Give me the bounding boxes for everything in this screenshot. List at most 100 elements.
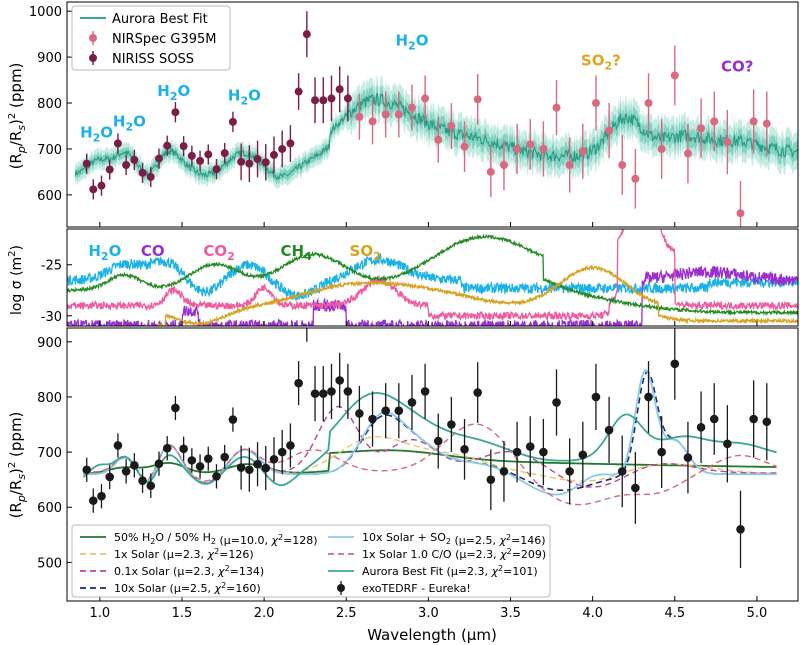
soss-point [228, 117, 237, 126]
nirspec-point [657, 144, 666, 153]
molecule-annotation: CO? [721, 57, 753, 75]
eureka-point [171, 403, 180, 413]
nirspec-point [644, 99, 653, 108]
eureka-point [723, 439, 732, 449]
x-tick-label: 4.0 [582, 606, 603, 621]
nirspec-point [513, 144, 522, 153]
eureka-point [343, 387, 353, 396]
species-label: CO2 [203, 242, 234, 263]
y-tick-label: 900 [37, 336, 62, 351]
x-tick-label: 2.0 [254, 606, 275, 621]
x-tick-label: 3.5 [500, 606, 521, 621]
eureka-point [228, 415, 238, 424]
x-tick-label: 4.5 [664, 606, 685, 621]
eureka-point [749, 414, 758, 424]
soss-point [204, 150, 213, 159]
eureka-point [381, 406, 390, 416]
eureka-point [195, 462, 205, 471]
legend-nirspec-marker [89, 34, 97, 42]
eureka-point [499, 467, 509, 476]
middle-y-ticks: -30 -25 [41, 259, 72, 325]
soss-point [212, 165, 221, 174]
model-1x-solar-1.0-co [83, 423, 777, 506]
soss-point [278, 144, 287, 153]
bottom-points-layer [82, 328, 772, 568]
x-tick-label: 3.0 [418, 606, 439, 621]
soss-point [237, 157, 246, 166]
soss-point [138, 168, 147, 177]
legend-entry-label: 10x Solar (μ=2.5, χ2=160) [114, 581, 261, 595]
eureka-point [327, 387, 336, 396]
nirspec-point [460, 142, 469, 151]
y-tick-label: 700 [37, 143, 62, 158]
so2-cross-section [156, 264, 798, 326]
top-legend-box [71, 5, 231, 71]
y-tick-label: -25 [41, 259, 62, 274]
eureka-point [236, 463, 246, 472]
legend-entry-label: 0.1x Solar (μ=2.3, χ2=134) [114, 564, 264, 578]
h2o-cross-section [67, 252, 798, 301]
molecule-annotation: H2O [157, 82, 190, 103]
bottom-legend-box [71, 524, 551, 598]
eureka-point [368, 414, 377, 424]
middle-panel: -30 -25 H2O CO CO2 CH4 SO2 log σ (m2) [7, 228, 799, 327]
eureka-point [212, 472, 221, 481]
bottom-legend-entries: 50% H2O / 50% H2 (μ=10.0, χ2=128)1x Sola… [80, 531, 546, 595]
eureka-point [460, 445, 469, 454]
nirspec-point [736, 209, 745, 218]
soss-point [343, 94, 352, 103]
soss-point [302, 30, 311, 39]
x-tick-label: 5.0 [747, 606, 768, 621]
eureka-point [617, 467, 627, 476]
eureka-point [253, 459, 262, 469]
eureka-point [113, 441, 123, 450]
nirspec-point [631, 174, 640, 183]
eureka-point [97, 491, 106, 501]
y-tick-label: 800 [37, 391, 62, 406]
legend-aurora-label: Aurora Best Fit [112, 12, 208, 27]
species-label: H2O [88, 242, 121, 263]
soss-point [294, 87, 303, 96]
eureka-point [473, 388, 482, 397]
bottom-legend: 50% H2O / 50% H2 (μ=10.0, χ2=128)1x Sola… [71, 524, 551, 598]
eureka-point [286, 441, 295, 450]
legend-soss-label: NIRISS SOSS [112, 52, 194, 67]
nirspec-point [394, 110, 403, 119]
eureka-point [591, 392, 601, 402]
nirspec-point [552, 103, 561, 112]
eureka-point [162, 443, 172, 453]
eureka-point [130, 461, 139, 470]
soss-point [311, 96, 320, 105]
soss-point [113, 139, 122, 148]
top-axes-frame [66, 1, 799, 228]
nirspec-point [591, 99, 600, 108]
nirspec-point [697, 124, 706, 133]
bottom-x-ticks: 1.0 1.5 2.0 2.5 3.0 3.5 4.0 4.5 5.0 [90, 596, 768, 621]
eureka-point [539, 447, 548, 457]
soss-point [89, 185, 98, 194]
ch4-cross-section [67, 233, 798, 317]
eureka-point [88, 496, 98, 505]
soss-point [253, 155, 262, 164]
bottom-panel: 500 600 700 800 900 1.0 1.5 2.0 2.5 3.0 3.5 4.0 4.5… [7, 327, 799, 621]
eureka-point [261, 463, 271, 473]
x-tick-label: 1.5 [172, 606, 193, 621]
y-tick-label: 700 [37, 446, 62, 461]
eureka-point [696, 422, 706, 432]
soss-point [154, 154, 163, 163]
nirspec-point [683, 149, 692, 158]
y-tick-label: -30 [41, 310, 62, 325]
eureka-point [407, 398, 417, 407]
soss-point [245, 159, 254, 168]
eureka-point [154, 459, 164, 468]
nirspec-point [447, 121, 456, 130]
legend-entry-label: 1x Solar (μ=2.3, χ2=126) [114, 547, 254, 561]
top-points-layer [82, 11, 771, 227]
top-legend: Aurora Best Fit NIRSpec G395M NIRISS SOS… [71, 5, 231, 71]
eureka-point [121, 467, 131, 476]
middle-y-axis-label: log σ (m2) [7, 245, 25, 315]
bottom-axes-frame [66, 327, 799, 602]
y-tick-label: 900 [37, 51, 62, 66]
